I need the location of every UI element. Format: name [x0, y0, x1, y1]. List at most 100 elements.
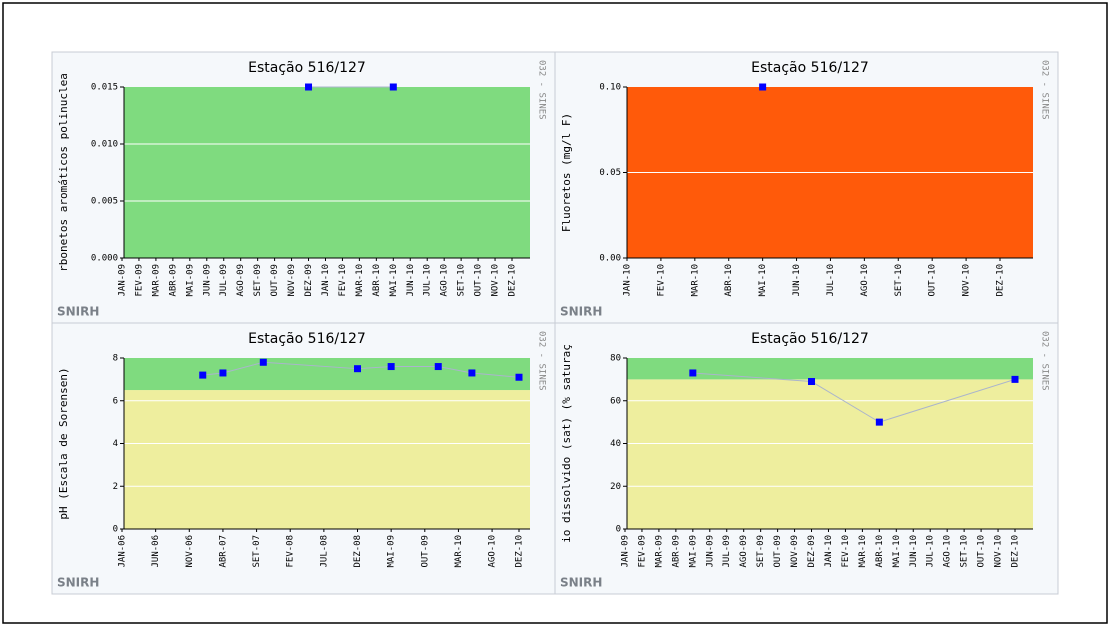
point — [387, 363, 395, 371]
y-tick-label: 80 — [610, 354, 621, 364]
x-tick-label: NOV-09 — [287, 264, 297, 297]
x-tick-label: NOV-10 — [491, 264, 501, 297]
watermark: SNIRH — [560, 576, 602, 590]
point — [875, 418, 883, 426]
x-tick-label: OUT-10 — [474, 264, 484, 297]
point — [305, 83, 313, 91]
line-segment — [692, 372, 812, 383]
point — [808, 378, 816, 386]
band — [627, 379, 1033, 529]
x-tick-label: ABR-07 — [218, 535, 228, 568]
line-segment — [811, 381, 880, 423]
x-tick-label: NOV-06 — [185, 535, 195, 568]
y-tick-label: 20 — [610, 482, 621, 492]
x-tick-label: DEZ-09 — [304, 264, 314, 297]
x-tick-label: MAR-09 — [151, 264, 161, 297]
x-tick-label: SET-10 — [894, 264, 904, 297]
x-tick-label: JAN-09 — [118, 264, 128, 297]
y-tick-label: 0.010 — [91, 140, 118, 150]
x-tick-label: JUL-10 — [826, 264, 836, 297]
y-axis-label: pH (Escala de Sorensen) — [57, 367, 70, 519]
x-tick-label: JAN-09 — [621, 535, 631, 568]
point — [434, 363, 442, 371]
chart-title: Estação 516/127 — [751, 331, 869, 347]
point — [389, 83, 397, 91]
x-tick-label: MAI-10 — [389, 264, 399, 297]
x-tick-label: NOV-09 — [790, 535, 800, 568]
x-tick-label: JUL-09 — [722, 535, 732, 568]
x-tick-label: FEV-08 — [286, 535, 296, 568]
x-tick-label: DEZ-09 — [807, 535, 817, 568]
point — [354, 365, 362, 373]
x-tick-label: MAR-10 — [858, 535, 868, 568]
y-tick-label: 0.015 — [91, 83, 118, 93]
x-tick-label: DEZ-10 — [1011, 535, 1021, 568]
y-tick-label: 0 — [616, 525, 621, 535]
band — [124, 358, 530, 391]
x-tick-label: FEV-10 — [338, 264, 348, 297]
point — [259, 358, 267, 366]
line-segment — [222, 361, 264, 374]
y-tick-label: 0.000 — [91, 254, 118, 264]
x-tick-label: MAR-10 — [454, 535, 464, 568]
x-tick-label: SET-10 — [960, 535, 970, 568]
y-axis-label: Fluoretos (mg/l F) — [560, 113, 573, 232]
x-tick-label: SET-09 — [253, 264, 263, 297]
line-segment — [263, 361, 358, 370]
x-tick-label: MAR-09 — [654, 535, 664, 568]
watermark: SNIRH — [57, 576, 99, 590]
x-tick-label: AGO-10 — [440, 264, 450, 297]
x-tick-label: OUT-09 — [420, 535, 430, 568]
chart-title: Estação 516/127 — [248, 331, 366, 347]
point — [219, 369, 227, 377]
x-tick-label: JUN-10 — [909, 535, 919, 568]
x-tick-label: JUL-09 — [219, 264, 229, 297]
x-tick-label: AGO-10 — [488, 535, 498, 568]
side-label: 032 - SINES — [1040, 60, 1050, 120]
x-tick-label: AGO-09 — [236, 264, 246, 297]
x-tick-label: AGO-09 — [739, 535, 749, 568]
point — [759, 83, 767, 91]
y-tick-label: 2 — [113, 482, 118, 492]
x-tick-label: OUT-09 — [773, 535, 783, 568]
point — [199, 371, 207, 379]
x-tick-label: DEZ-08 — [353, 535, 363, 568]
line-segment — [357, 366, 392, 370]
x-tick-label: MAI-09 — [387, 535, 397, 568]
x-tick-label: MAI-10 — [892, 535, 902, 568]
y-tick-label: 60 — [610, 396, 621, 406]
y-tick-label: 4 — [113, 439, 118, 449]
side-label: 032 - SINES — [537, 331, 547, 391]
watermark: SNIRH — [560, 305, 602, 319]
line-segment — [438, 366, 472, 374]
x-tick-label: JUL-10 — [926, 535, 936, 568]
y-axis-label: rbonetos aromáticos polinuclea — [57, 73, 70, 272]
x-tick-label: OUT-10 — [928, 264, 938, 297]
x-tick-label: MAR-10 — [355, 264, 365, 297]
x-tick-label: JUN-09 — [202, 264, 212, 297]
x-tick-label: NOV-10 — [994, 535, 1004, 568]
x-tick-label: MAI-10 — [758, 264, 768, 297]
x-tick-label: JUN-06 — [151, 535, 161, 568]
y-axis-label: io dissolvido (sat) (% saturaç — [560, 344, 573, 543]
x-tick-label: JUN-10 — [406, 264, 416, 297]
point — [468, 369, 476, 377]
point — [515, 373, 523, 381]
x-tick-label: MAI-09 — [185, 264, 195, 297]
side-label: 032 - SINES — [1040, 331, 1050, 391]
x-tick-label: AGO-10 — [860, 264, 870, 297]
x-tick-label: ABR-09 — [671, 535, 681, 568]
x-tick-label: NOV-10 — [962, 264, 972, 297]
x-tick-label: FEV-10 — [841, 535, 851, 568]
chart-title: Estação 516/127 — [751, 60, 869, 76]
x-tick-label: SET-09 — [756, 535, 766, 568]
y-tick-label: 0.005 — [91, 197, 118, 207]
x-tick-label: SET-07 — [252, 535, 262, 568]
x-tick-label: JUN-10 — [792, 264, 802, 297]
band — [627, 358, 1033, 380]
x-tick-label: ABR-10 — [724, 264, 734, 297]
x-tick-label: JAN-06 — [118, 535, 128, 568]
band — [124, 390, 530, 529]
chart-title: Estação 516/127 — [248, 60, 366, 76]
